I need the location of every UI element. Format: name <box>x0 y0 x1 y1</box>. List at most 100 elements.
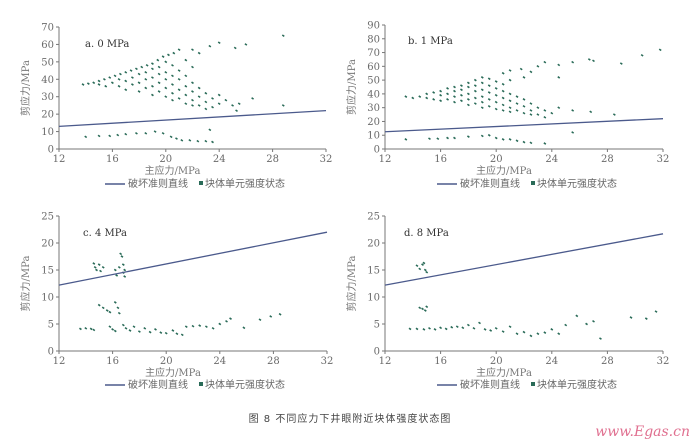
data-point <box>466 81 470 85</box>
data-point <box>494 80 498 83</box>
data-point <box>453 95 456 98</box>
legend-point-label: 块体单元强度状态 <box>537 378 617 391</box>
data-point <box>415 327 419 331</box>
data-point <box>117 84 121 88</box>
data-point <box>128 329 132 332</box>
y-tick-label: 0 <box>374 145 380 156</box>
data-point <box>159 331 163 334</box>
data-point <box>102 77 106 81</box>
data-point <box>78 327 82 331</box>
data-point <box>167 53 170 57</box>
data-point <box>529 113 533 116</box>
data-point <box>164 86 168 90</box>
data-point <box>425 92 429 96</box>
data-point <box>425 305 429 309</box>
data-point <box>501 109 505 112</box>
data-point <box>108 76 112 79</box>
data-point <box>134 131 138 135</box>
data-point <box>208 44 212 48</box>
data-point <box>169 135 173 139</box>
data-point <box>446 87 449 90</box>
data-point <box>144 86 148 90</box>
legend-point-label: 块体单元强度状态 <box>537 177 617 190</box>
data-point <box>180 333 184 337</box>
legend-point-label: 块体单元强度状态 <box>205 177 285 190</box>
data-point <box>536 332 540 336</box>
data-point <box>444 327 448 331</box>
y-tick-label: 70 <box>367 48 380 59</box>
data-point <box>235 109 238 113</box>
x-tick-label: 28 <box>601 154 614 165</box>
data-point <box>428 137 431 141</box>
data-point <box>557 76 561 79</box>
data-point <box>218 322 222 326</box>
data-point <box>184 84 188 88</box>
x-tick-label: 32 <box>321 356 334 367</box>
y-tick-label: 20 <box>41 239 54 250</box>
scatter-points <box>81 34 285 144</box>
data-point <box>522 76 526 79</box>
data-point <box>211 140 214 144</box>
data-point <box>171 91 174 95</box>
data-point <box>231 104 234 107</box>
data-point <box>175 137 178 140</box>
legend-line-label: 破坏准则直线 <box>128 378 188 391</box>
data-point <box>233 46 237 50</box>
x-tick-label: 20 <box>490 356 503 367</box>
data-point <box>501 82 505 86</box>
y-tick-label: 20 <box>367 239 380 250</box>
data-point <box>177 88 181 92</box>
data-point <box>204 325 208 329</box>
x-tick-label: 20 <box>160 356 173 367</box>
data-point <box>123 275 127 278</box>
data-point <box>81 83 85 86</box>
data-point <box>137 72 141 76</box>
data-point <box>164 60 168 64</box>
data-point <box>118 72 122 76</box>
data-point <box>92 81 96 85</box>
data-point <box>191 324 195 328</box>
data-point <box>408 327 412 331</box>
data-point <box>501 71 505 75</box>
y-tick-label: 80 <box>367 34 380 45</box>
y-axis-label: 剪应力/MPa <box>345 256 358 312</box>
figure-caption: 图 8 不同应力下井眼附近块体强度状态图 <box>249 412 452 425</box>
data-point <box>144 70 148 74</box>
data-point <box>104 84 108 88</box>
data-point <box>494 100 498 104</box>
y-tick-label: 0 <box>48 347 54 358</box>
x-tick-label: 12 <box>53 356 66 367</box>
data-point <box>529 70 533 74</box>
data-point <box>422 328 426 331</box>
data-point <box>113 301 117 304</box>
data-point <box>108 134 112 138</box>
data-point <box>97 134 101 138</box>
data-point <box>101 306 105 310</box>
data-point <box>522 330 526 334</box>
data-point <box>589 110 593 114</box>
x-tick-label: 24 <box>545 154 558 165</box>
data-point <box>217 102 221 106</box>
data-point <box>501 103 505 107</box>
data-point <box>177 77 181 81</box>
failure-criterion-line <box>384 233 664 286</box>
x-tick-label: 32 <box>657 154 670 165</box>
y-tick-label: 40 <box>41 75 54 86</box>
data-point <box>124 70 128 74</box>
failure-criterion-line <box>58 231 328 286</box>
data-point <box>110 81 114 85</box>
y-tick-label: 10 <box>41 127 54 138</box>
data-point <box>480 76 484 79</box>
x-tick-label: 20 <box>490 154 503 165</box>
data-point <box>156 58 160 62</box>
y-tick-label: 0 <box>374 347 380 358</box>
data-point <box>432 91 436 94</box>
data-point <box>198 324 202 327</box>
data-point <box>108 325 112 329</box>
x-axis-label: 主应力/MPa <box>145 164 201 177</box>
data-point <box>460 93 463 97</box>
data-point <box>536 106 540 110</box>
data-point <box>453 85 456 89</box>
data-point <box>466 92 470 96</box>
data-point <box>157 65 161 69</box>
